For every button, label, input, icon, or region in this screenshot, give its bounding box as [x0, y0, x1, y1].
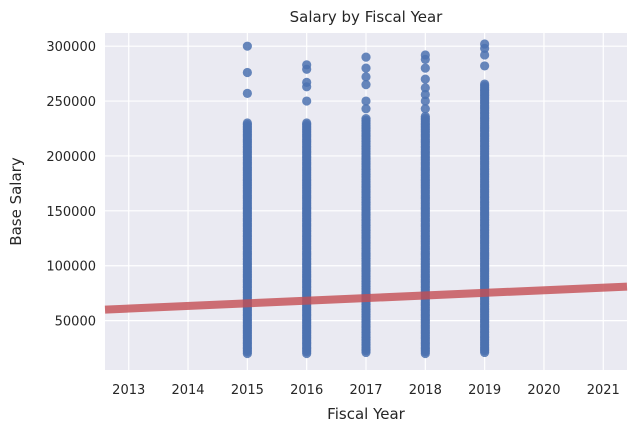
x-tick-label: 2017 [349, 383, 382, 398]
data-point [361, 52, 371, 62]
scatter-points [242, 39, 490, 359]
data-point [420, 50, 430, 60]
x-tick-label: 2014 [171, 383, 204, 398]
data-point [361, 96, 371, 106]
data-point [420, 111, 430, 122]
data-point [242, 88, 252, 98]
data-point [242, 118, 252, 128]
data-point [302, 77, 312, 87]
y-tick-label: 300000 [46, 40, 96, 55]
data-point [361, 79, 371, 90]
data-point [361, 72, 371, 82]
data-point [420, 89, 430, 100]
x-axis-label: Fiscal Year [327, 405, 405, 423]
data-point [480, 79, 490, 89]
regression-line-group [104, 282, 628, 314]
data-point [420, 83, 430, 93]
data-point [302, 96, 312, 106]
y-axis-label: Base Salary [7, 157, 25, 246]
x-tick-labels: 2013 2014 2015 2016 2017 2018 2019 2020 2021 [112, 383, 620, 398]
x-tick-label: 2020 [527, 383, 560, 398]
data-point [361, 104, 371, 114]
data-point [242, 67, 252, 78]
data-point [480, 39, 490, 49]
y-tick-label: 200000 [46, 150, 96, 165]
x-tick-label: 2021 [587, 383, 620, 398]
y-tick-label: 150000 [46, 205, 96, 220]
x-tick-label: 2019 [468, 383, 501, 398]
data-point [302, 60, 312, 70]
regression-line [104, 282, 628, 314]
x-tick-label: 2015 [231, 383, 264, 398]
data-point [420, 63, 430, 73]
data-point [242, 41, 252, 51]
x-tick-label: 2018 [409, 383, 442, 398]
data-point [420, 104, 430, 114]
data-point [302, 118, 312, 128]
data-point [420, 96, 430, 106]
data-point [420, 74, 430, 84]
chart-title: Salary by Fiscal Year [290, 8, 444, 26]
y-tick-label: 100000 [46, 260, 96, 275]
y-tick-label: 50000 [55, 315, 96, 330]
x-tick-label: 2013 [112, 383, 145, 398]
data-point [361, 114, 371, 124]
y-tick-label: 250000 [46, 95, 96, 110]
x-tick-label: 2016 [290, 383, 323, 398]
data-point [480, 50, 490, 60]
y-tick-labels: 50000 100000 150000 200000 250000 300000 [46, 40, 96, 329]
data-point [361, 63, 371, 73]
data-point [480, 61, 490, 71]
